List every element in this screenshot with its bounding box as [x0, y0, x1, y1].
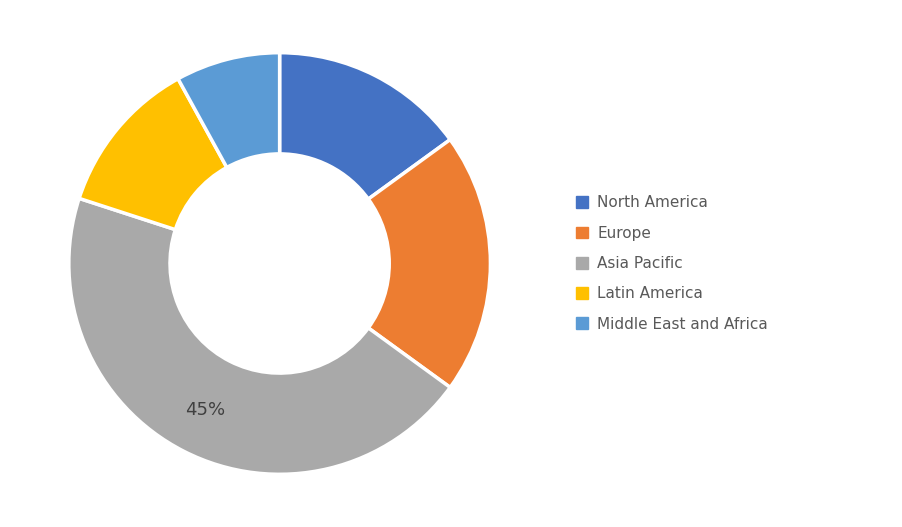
Text: 45%: 45% [185, 401, 225, 419]
Wedge shape [178, 53, 280, 168]
Wedge shape [69, 198, 450, 474]
Wedge shape [79, 79, 226, 230]
Legend: North America, Europe, Asia Pacific, Latin America, Middle East and Africa: North America, Europe, Asia Pacific, Lat… [575, 196, 768, 331]
Wedge shape [280, 53, 450, 199]
Wedge shape [368, 140, 491, 387]
